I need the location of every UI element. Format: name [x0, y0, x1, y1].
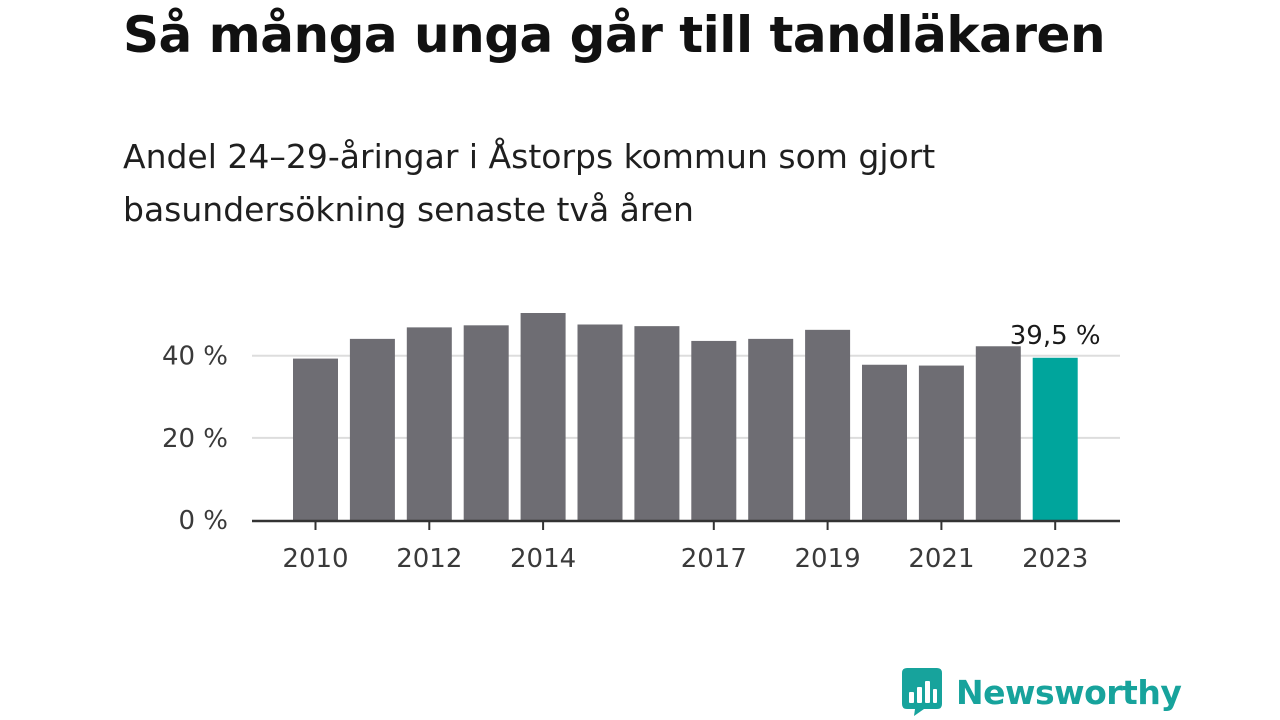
bars — [293, 313, 1078, 520]
x-tick-label: 2012 — [396, 544, 462, 574]
y-tick-label: 40 % — [162, 342, 228, 372]
axes — [252, 519, 1120, 530]
bar-2022 — [975, 346, 1021, 520]
x-tick-label: 2014 — [510, 544, 576, 574]
bar-chart-speech-bubble-icon — [902, 668, 942, 716]
bar-2021 — [918, 365, 964, 520]
y-tick-label: 0 % — [178, 506, 228, 536]
bar-2011 — [349, 338, 395, 520]
x-tick-label: 2017 — [681, 544, 747, 574]
y-tick-label: 20 % — [162, 424, 228, 454]
bar-2014 — [520, 313, 566, 520]
brand-name: Newsworthy — [956, 672, 1182, 712]
bar-2012 — [406, 327, 452, 520]
x-tick-label: 2019 — [795, 544, 861, 574]
x-tick-label: 2021 — [908, 544, 974, 574]
bar-2020 — [862, 364, 907, 520]
gridlines — [252, 354, 1120, 439]
chart-subtitle: Andel 24–29-åringar i Åstorps kommun som… — [123, 137, 936, 229]
bar-2019 — [805, 329, 851, 520]
bar-2016 — [634, 326, 680, 520]
bar-highlight-2023 — [1032, 357, 1078, 520]
brand: Newsworthy — [902, 668, 1182, 716]
chart-title: Så många unga går till tandläkaren — [123, 6, 1106, 64]
x-tick-label: 2010 — [282, 544, 348, 574]
bar-2018 — [748, 338, 794, 520]
bar-2015 — [577, 324, 623, 520]
highlight-data-label: 39,5 % — [1010, 321, 1101, 351]
x-tick-label: 2023 — [1022, 544, 1088, 574]
bar-2017 — [691, 340, 737, 520]
bar-2013 — [463, 325, 509, 520]
labels: 0 % 20 % 40 % 2010 2012 2014 2017 2019 2021 2023 3… — [162, 321, 1101, 574]
bar-2010 — [293, 358, 338, 520]
